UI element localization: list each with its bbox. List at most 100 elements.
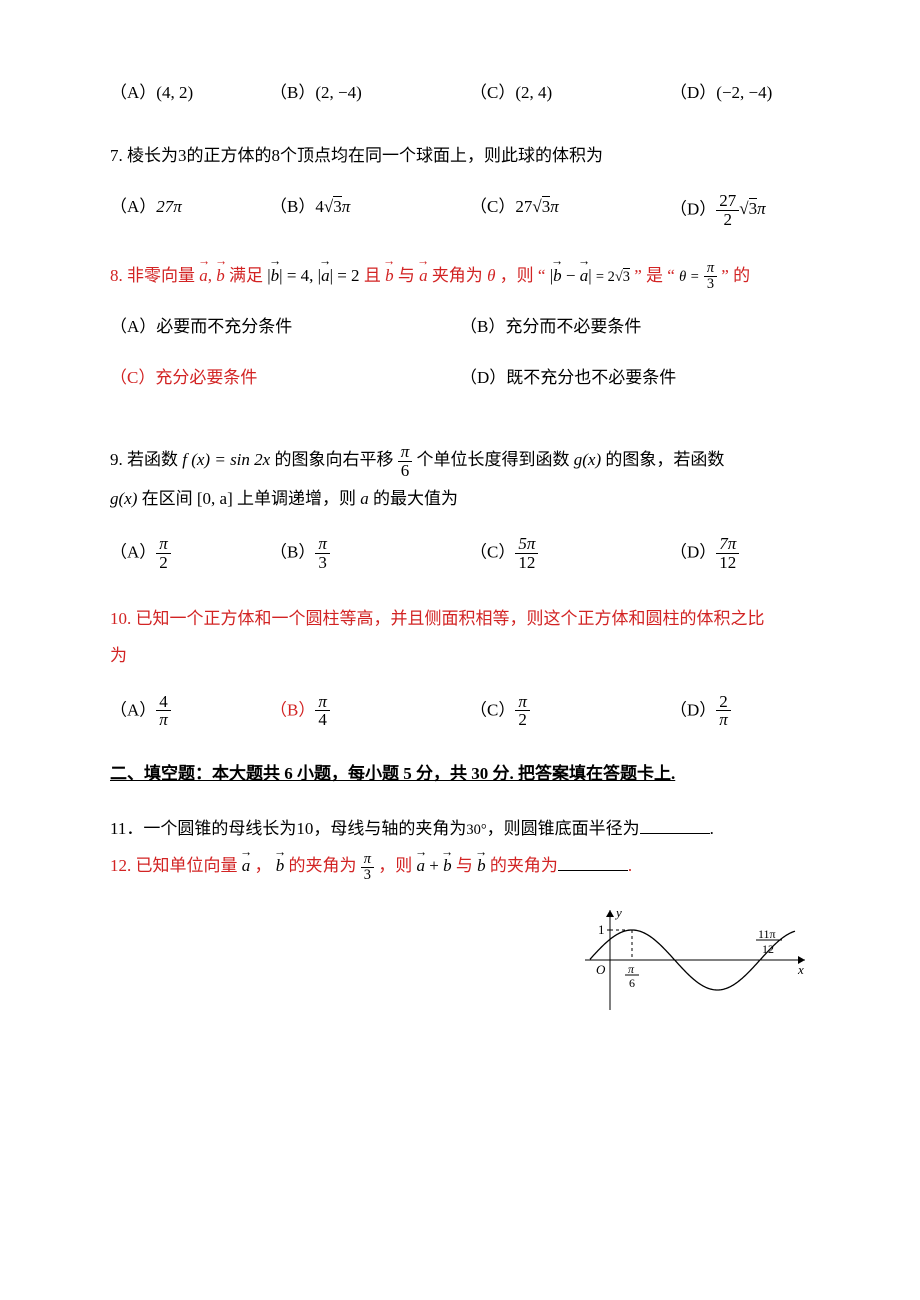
opt-value: π4 — [315, 693, 330, 730]
opt-value: 2π — [716, 693, 731, 730]
svg-text:12: 12 — [762, 942, 774, 956]
text: ，母线与轴的夹角为 — [313, 819, 466, 838]
q10-option-d: （D）2π — [670, 693, 731, 730]
norm-diff: |b − a| — [550, 266, 596, 285]
svg-text:1: 1 — [598, 922, 605, 937]
q7-option-c: （C）27√3π — [470, 192, 660, 229]
q8-option-a: （A）必要而不充分条件 — [110, 312, 460, 343]
opt-value: 7π12 — [716, 535, 739, 572]
section-2-heading: 二、填空题：本大题共 6 小题，每小题 5 分，共 30 分. 把答案填在答题卡… — [110, 759, 810, 790]
text: 个顶点均在同一个球面上，则此球的体积为 — [280, 146, 603, 165]
text: 与 — [456, 856, 473, 875]
opt-label: （B） — [270, 542, 315, 561]
vector-b: b — [385, 257, 394, 294]
opt-label: （C） — [470, 700, 515, 719]
text: 且 — [364, 266, 381, 285]
sine-plot: 1yxOπ611π12 — [580, 905, 810, 1025]
opt-label: （A） — [110, 700, 156, 719]
q9-stem: 9. 若函数 f (x) = sin 2x 的图象向右平移 π6 个单位长度得到… — [110, 441, 810, 517]
text: 夹角为 — [432, 266, 483, 285]
q7-stem: 7. 棱长为3的正方体的8个顶点均在同一个球面上，则此球的体积为 — [110, 137, 810, 174]
text: ，则 — [378, 856, 412, 875]
interval: [0, a] — [197, 489, 233, 508]
svg-text:6: 6 — [629, 976, 635, 990]
q8-stem: 8. 非零向量 a, b 满足 |b| = 4, |a| = 2 且 b 与 a… — [110, 257, 810, 294]
opt-value: π2 — [156, 535, 171, 572]
gx: g(x) — [574, 450, 601, 469]
pi-over-6: π6 — [398, 443, 413, 480]
text: ， — [255, 856, 272, 875]
vector-a: a — [419, 257, 428, 294]
eq: = 2√3 — [596, 268, 630, 285]
vector-b: b — [276, 847, 285, 884]
text: 的图象向右平移 — [274, 450, 393, 469]
opt-label: （A） — [110, 83, 156, 102]
opt-value: 4π — [156, 693, 171, 730]
number: 10 — [296, 819, 313, 838]
q6-option-d: （D）(−2, −4) — [670, 78, 772, 109]
answer-blank — [640, 816, 710, 834]
question-7: 7. 棱长为3的正方体的8个顶点均在同一个球面上，则此球的体积为 （A）27π … — [110, 137, 810, 229]
fx: f (x) = sin 2x — [182, 450, 274, 469]
opt-label: （A） — [110, 542, 156, 561]
norm-b: |b| — [267, 266, 287, 285]
opt-label: （B） — [270, 700, 315, 719]
eq: = 4, — [287, 266, 314, 285]
opt-label: （C） — [470, 542, 515, 561]
text: 为 — [110, 646, 127, 665]
text: 的夹角为 — [490, 856, 558, 875]
question-8: 8. 非零向量 a, b 满足 |b| = 4, |a| = 2 且 b 与 a… — [110, 257, 810, 414]
vector-b: b — [216, 257, 225, 294]
q9-option-b: （B）π3 — [270, 535, 460, 572]
text: 满足 — [229, 266, 263, 285]
theta: θ — [487, 266, 495, 285]
opt-value: (2, 4) — [515, 83, 552, 102]
text: 7. 棱长为 — [110, 146, 178, 165]
text: ，则 “ — [500, 266, 546, 285]
opt-label: （C） — [470, 197, 515, 216]
text: 的图象，若函数 — [605, 450, 724, 469]
text: 上单调递增，则 — [237, 489, 360, 508]
svg-text:O: O — [596, 962, 606, 977]
norm-a: |a| — [318, 266, 338, 285]
q6-option-a: （A）(4, 2) — [110, 78, 260, 109]
opt-value: 27π — [156, 197, 182, 216]
opt-value: π2 — [515, 693, 530, 730]
var-a: a — [360, 489, 369, 508]
opt-label: （C） — [470, 83, 515, 102]
q7-option-b: （B）4√3π — [270, 192, 460, 229]
opt-value: π3 — [315, 535, 330, 572]
opt-label: （D） — [670, 700, 716, 719]
text: ” 的 — [721, 266, 750, 285]
svg-text:π: π — [628, 962, 635, 976]
opt-label: （B） — [270, 83, 315, 102]
text: 个单位长度得到函数 — [416, 450, 573, 469]
text: 9. 若函数 — [110, 450, 182, 469]
theta-eq: θ = — [679, 269, 699, 285]
text: ” 是 “ — [634, 266, 675, 285]
opt-value: 272√3π — [716, 199, 765, 218]
pi-over-3: π3 — [704, 261, 717, 292]
vector-b: b — [477, 847, 486, 884]
q8-option-b: （B）充分而不必要条件 — [460, 312, 810, 343]
vector-a: a — [199, 257, 208, 294]
vector-a: a — [242, 847, 251, 884]
vector-b: b — [443, 847, 452, 884]
text: 的正方体的 — [187, 146, 272, 165]
question-11: 11．一个圆锥的母线长为10，母线与轴的夹角为30°，则圆锥底面半径为. — [110, 810, 810, 847]
q10-option-a: （A）4π — [110, 693, 260, 730]
q8-option-d: （D）既不充分也不必要条件 — [460, 363, 810, 394]
text: 与 — [398, 266, 415, 285]
text: . — [628, 856, 632, 875]
q8-option-c: （C）充分必要条件 — [110, 363, 460, 394]
question-10: 10. 已知一个正方体和一个圆柱等高，并且侧面积相等，则这个正方体和圆柱的体积之… — [110, 600, 810, 729]
number: 8 — [272, 146, 281, 165]
svg-text:x: x — [797, 962, 804, 977]
q10-option-c: （C）π2 — [470, 693, 660, 730]
opt-value: 4√3π — [315, 196, 350, 216]
question-12: 12. 已知单位向量 a ， b 的夹角为 π3 ，则 a + b 与 b 的夹… — [110, 847, 810, 884]
text: 在区间 — [142, 489, 193, 508]
opt-label: （B） — [270, 197, 315, 216]
text: ，则圆锥底面半径为 — [487, 819, 640, 838]
opt-label: （A） — [110, 197, 156, 216]
